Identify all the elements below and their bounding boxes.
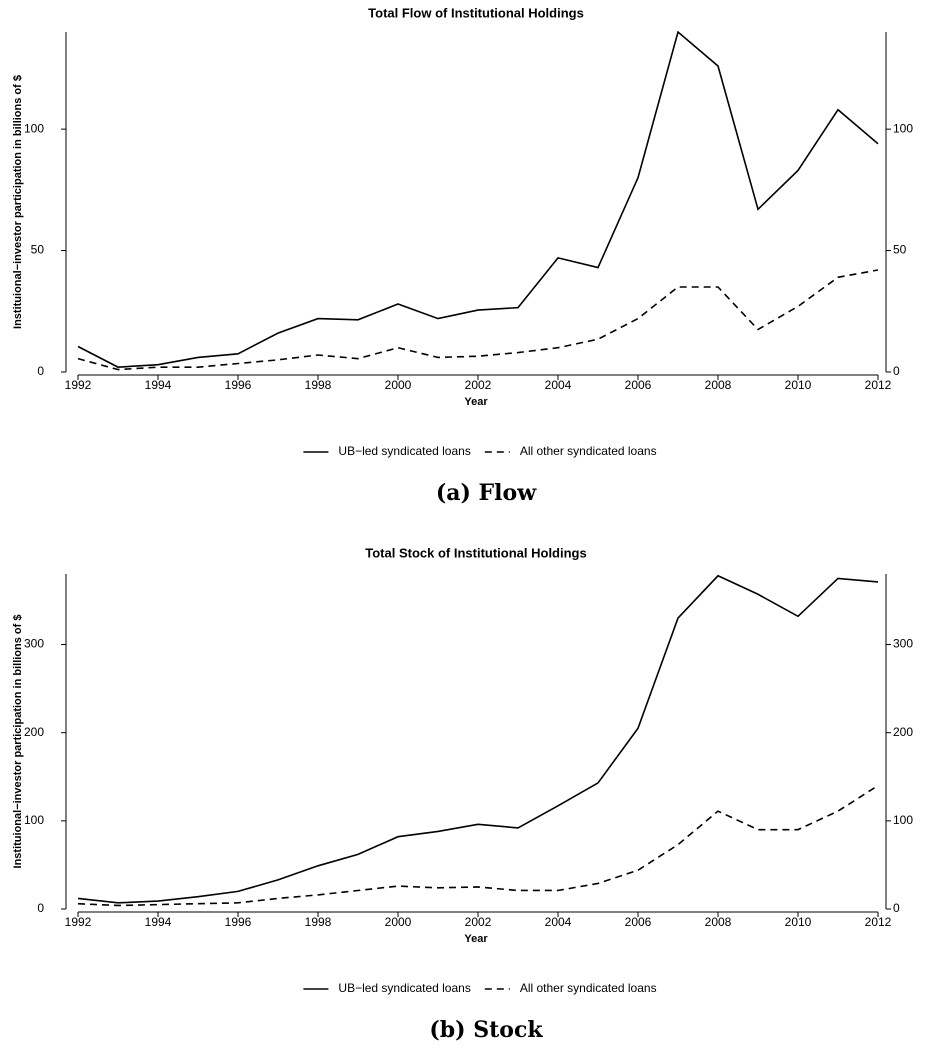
series-line (77, 784, 879, 907)
x-tick-label: 1992 (65, 378, 92, 392)
y-tick-label: 50 (31, 243, 45, 257)
x-tick-label: 1998 (305, 378, 332, 392)
x-tick-label: 2004 (545, 915, 572, 929)
y2-tick-label: 50 (893, 243, 907, 257)
x-axis-label: Year (464, 396, 488, 408)
y-tick-label: 200 (24, 725, 44, 739)
y-axis-label: Instituional−investor participation in b… (12, 75, 24, 329)
x-tick-label: 2010 (785, 915, 812, 929)
chart-title: Total Stock of Institutional Holdings (365, 545, 586, 560)
x-tick-label: 2002 (465, 915, 492, 929)
x-tick-label: 1996 (225, 378, 252, 392)
x-tick-label: 2002 (465, 378, 492, 392)
series-line (77, 30, 879, 368)
x-tick-label: 2008 (705, 378, 732, 392)
x-tick-label: 2010 (785, 378, 812, 392)
caption: (a) Flow (436, 480, 537, 506)
y2-tick-label: 100 (893, 813, 913, 827)
legend-label: All other syndicated loans (520, 981, 657, 995)
y2-tick-label: 0 (893, 901, 900, 915)
y-tick-label: 100 (24, 813, 44, 827)
x-tick-label: 2012 (865, 378, 892, 392)
legend-label: All other syndicated loans (520, 444, 657, 458)
x-tick-label: 2008 (705, 915, 732, 929)
chart-title: Total Flow of Institutional Holdings (368, 5, 584, 20)
x-tick-label: 1996 (225, 915, 252, 929)
legend-label: UB−led syndicated loans (338, 444, 470, 458)
x-tick-label: 1992 (65, 915, 92, 929)
caption: (b) Stock (429, 1017, 543, 1043)
y2-tick-label: 200 (893, 725, 913, 739)
y-axis-label: Instituional−investor participation in b… (12, 615, 24, 869)
y2-tick-label: 100 (893, 121, 913, 135)
x-axis-label: Year (464, 933, 488, 945)
x-tick-label: 2000 (385, 378, 412, 392)
y-tick-label: 100 (24, 121, 44, 135)
y-tick-label: 300 (24, 637, 44, 651)
x-tick-label: 2004 (545, 378, 572, 392)
x-tick-label: 1994 (145, 378, 172, 392)
series-line (77, 574, 879, 904)
series-line (77, 269, 879, 371)
legend-label: UB−led syndicated loans (338, 981, 470, 995)
x-tick-label: 2000 (385, 915, 412, 929)
x-tick-label: 2012 (865, 915, 892, 929)
x-tick-label: 1994 (145, 915, 172, 929)
y-tick-label: 0 (37, 901, 44, 915)
y2-tick-label: 300 (893, 637, 913, 651)
y2-tick-label: 0 (893, 364, 900, 378)
x-tick-label: 1998 (305, 915, 332, 929)
x-tick-label: 2006 (625, 915, 652, 929)
y-tick-label: 0 (37, 364, 44, 378)
x-tick-label: 2006 (625, 378, 652, 392)
